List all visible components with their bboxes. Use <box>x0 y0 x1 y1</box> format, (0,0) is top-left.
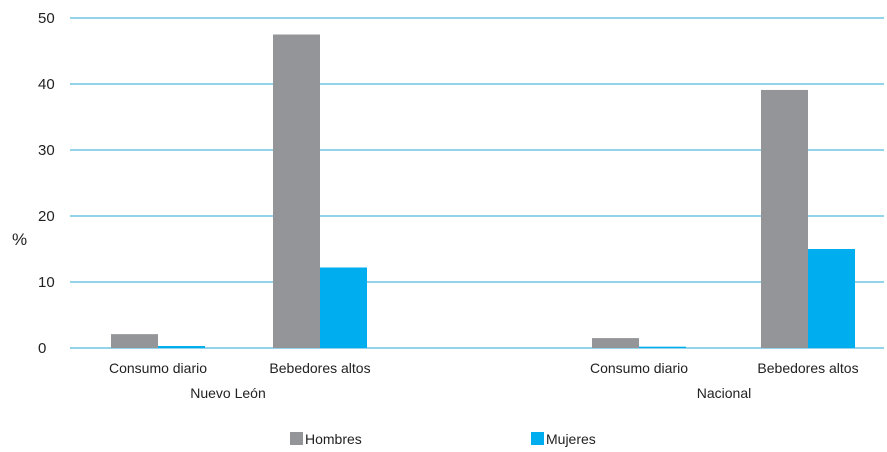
y-tick-label: 20 <box>38 208 55 225</box>
bars <box>111 34 855 348</box>
bar-hombres-1 <box>273 34 320 348</box>
legend-swatch-hombres <box>290 432 303 445</box>
category-label: Bebedores altos <box>269 360 370 376</box>
bar-mujeres-2 <box>639 346 686 348</box>
legend: Hombres Mujeres <box>290 431 596 447</box>
legend-label-mujeres: Mujeres <box>546 431 596 447</box>
y-tick-label: 10 <box>38 274 55 291</box>
group-label: Nacional <box>697 385 751 401</box>
category-label: Bebedores altos <box>757 360 858 376</box>
legend-label-hombres: Hombres <box>305 431 362 447</box>
legend-swatch-mujeres <box>531 432 544 445</box>
category-label: Consumo diario <box>109 360 207 376</box>
bar-mujeres-0 <box>158 346 205 348</box>
y-tick-label: 0 <box>38 340 46 357</box>
bar-hombres-3 <box>761 89 808 348</box>
bar-hombres-0 <box>111 334 158 348</box>
y-tick-label: 40 <box>38 76 55 93</box>
category-label: Consumo diario <box>590 360 688 376</box>
y-axis-ticks: 0 10 20 30 40 50 <box>38 10 55 357</box>
bar-mujeres-1 <box>320 267 367 348</box>
gridlines <box>70 17 884 349</box>
y-tick-label: 50 <box>38 10 55 27</box>
bar-hombres-2 <box>592 338 639 348</box>
y-axis-label: % <box>12 230 27 249</box>
group-label: Nuevo León <box>190 385 266 401</box>
y-tick-label: 30 <box>38 142 55 159</box>
bar-mujeres-3 <box>808 249 855 348</box>
